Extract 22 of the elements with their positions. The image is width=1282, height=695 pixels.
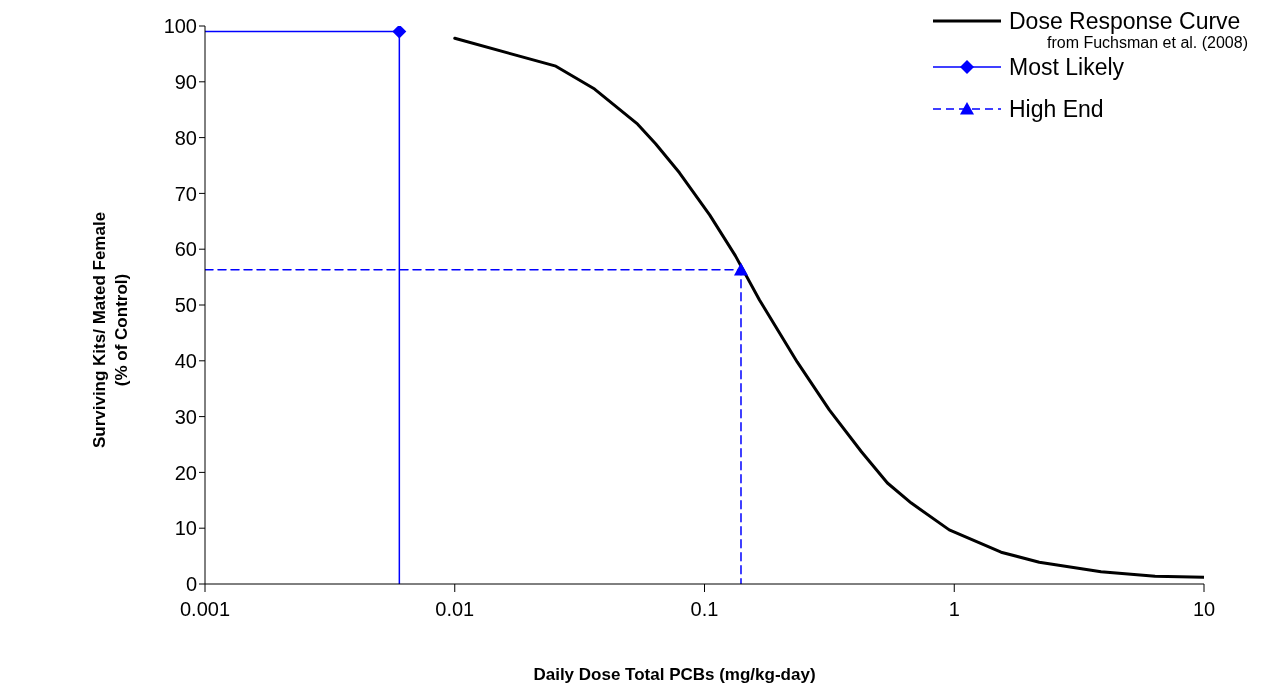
y-axis-title: Surviving Kits/ Mated Female (% of Control) bbox=[90, 211, 131, 449]
legend-label: High End bbox=[1009, 96, 1104, 122]
y-tick-label: 90 bbox=[174, 70, 197, 93]
x-tick-label: 1 bbox=[948, 598, 960, 621]
x-tick-label: 0.1 bbox=[690, 598, 719, 621]
x-axis-title: Daily Dose Total PCBs (mg/kg-day) bbox=[533, 665, 816, 684]
annotation: from Fuchsman et al. (2008) bbox=[1047, 34, 1248, 52]
y-tick-label: 40 bbox=[174, 349, 197, 372]
y-tick-label: 50 bbox=[174, 294, 197, 317]
y-tick-label: 20 bbox=[174, 461, 197, 484]
x-tick-label: 0.01 bbox=[435, 598, 475, 621]
y-tick-label: 80 bbox=[174, 126, 197, 149]
y-tick-label: 0 bbox=[185, 573, 197, 596]
x-tick-label: 0.001 bbox=[179, 598, 231, 621]
legend-label: Most Likely bbox=[1009, 54, 1125, 80]
y-tick-label: 100 bbox=[163, 15, 197, 38]
x-tick-label: 10 bbox=[1192, 598, 1216, 621]
y-tick-label: 10 bbox=[174, 517, 197, 540]
y-tick-label: 30 bbox=[174, 405, 197, 428]
y-tick-label: 60 bbox=[174, 238, 197, 261]
y-tick-label: 70 bbox=[174, 182, 197, 205]
legend-label: Dose Response Curve bbox=[1009, 8, 1242, 34]
